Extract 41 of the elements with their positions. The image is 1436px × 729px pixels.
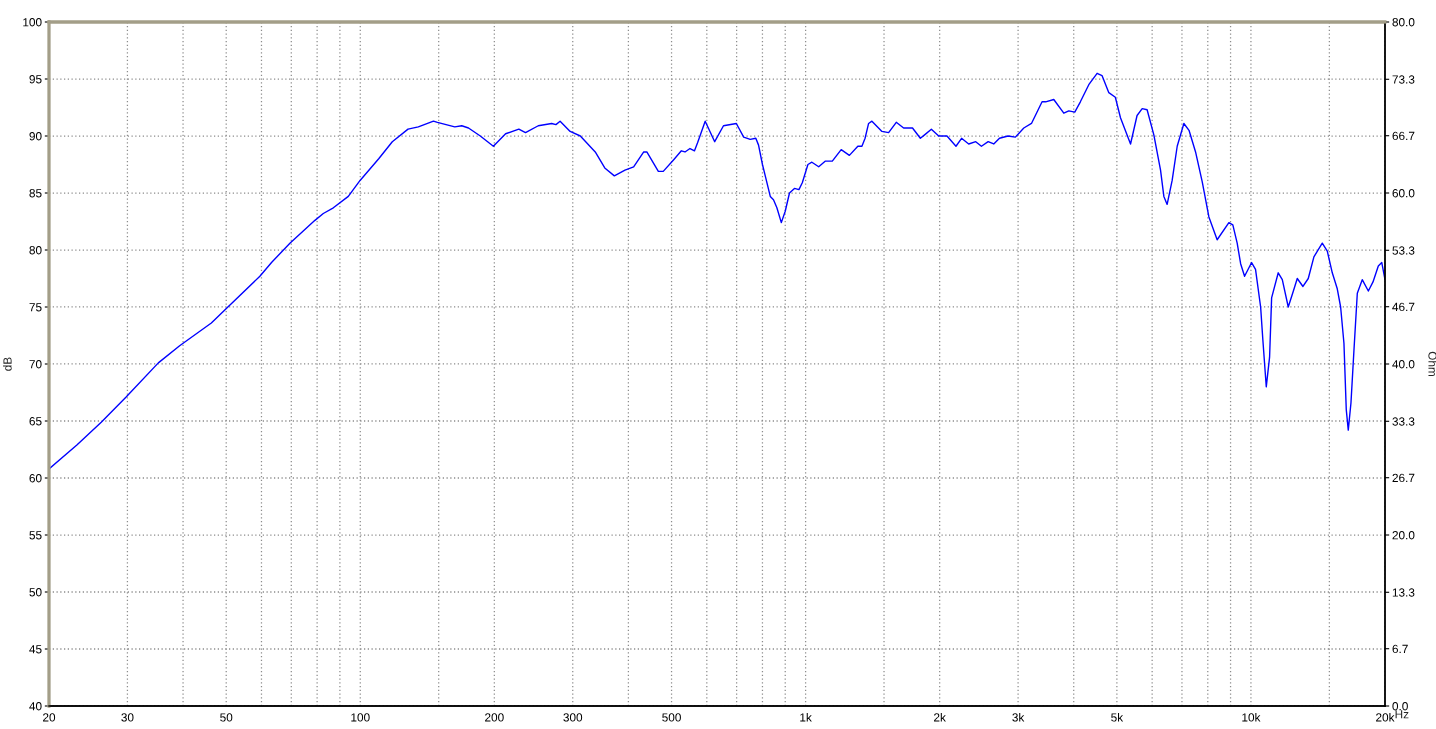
y2-tick-label: 0.0: [1392, 702, 1408, 711]
y2-tick-label: 60.0: [1392, 189, 1415, 198]
y2-tick-label: 6.7: [1392, 644, 1408, 654]
y-tick-label: 85: [29, 189, 42, 198]
x-tick-label: 100: [351, 713, 370, 722]
x-axis-title: Hz: [1395, 710, 1409, 719]
y2-tick-label: 46.7: [1392, 302, 1415, 312]
y2-tick-label: 73.3: [1392, 75, 1415, 84]
x-tick-label: 200: [485, 713, 504, 722]
x-tick-label: 20k: [1376, 712, 1395, 722]
x-tick-label: 3k: [1012, 712, 1025, 722]
y2-tick-label: 33.3: [1392, 417, 1415, 426]
x-tick-label: 50: [220, 713, 233, 722]
x-tick-label: 5k: [1111, 712, 1124, 722]
x-tick-label: 300: [563, 713, 583, 722]
y-axis-title: dB: [3, 357, 12, 371]
y-tick-label: 80: [29, 246, 42, 255]
y-tick-label: 95: [29, 75, 42, 84]
x-tick-label: 20: [43, 713, 56, 722]
x-tick-label: 1k: [800, 712, 812, 722]
y2-tick-label: 13.3: [1392, 588, 1415, 597]
x-tick-label: 2k: [934, 712, 946, 722]
y2-tick-label: 26.7: [1392, 473, 1415, 483]
x-tick-label: 30: [121, 713, 134, 722]
y2-tick-label: 20.0: [1392, 531, 1415, 540]
y-tick-label: 40: [29, 702, 42, 711]
y-tick-label: 100: [23, 18, 42, 27]
y2-tick-label: 53.3: [1392, 246, 1415, 255]
y2-tick-label: 66.7: [1392, 131, 1415, 141]
y-tick-label: 65: [29, 417, 42, 426]
y-tick-label: 60: [29, 474, 42, 483]
x-tick-label: 10k: [1242, 712, 1261, 722]
y-tick-label: 50: [29, 588, 42, 597]
y-tick-label: 90: [29, 132, 42, 141]
y2-tick-label: 80.0: [1392, 18, 1415, 27]
y2-tick-label: 40.0: [1392, 360, 1415, 369]
y-tick-label: 55: [29, 531, 42, 540]
y-tick-label: 70: [29, 360, 42, 369]
y-tick-label: 75: [29, 303, 42, 312]
y-tick-label: 45: [29, 645, 42, 654]
x-tick-label: 500: [662, 713, 681, 722]
